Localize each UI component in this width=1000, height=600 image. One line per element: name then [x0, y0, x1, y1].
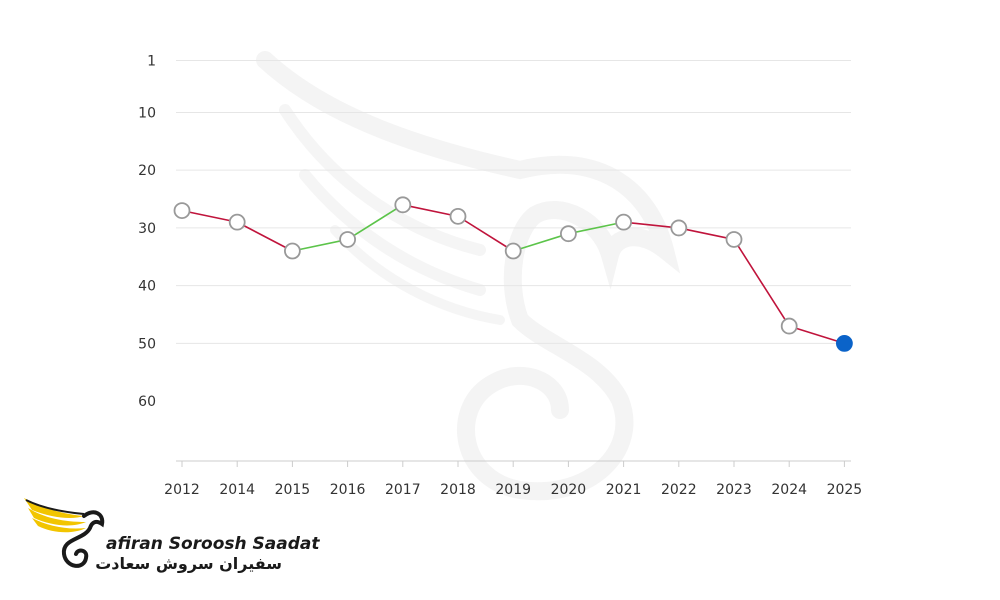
- data-point: [670, 219, 688, 237]
- series-segment: [622, 221, 680, 229]
- x-tick-label: 2021: [606, 482, 642, 498]
- company-logo: afiran Soroosh Saadat سفیران سروش سعادت: [22, 494, 320, 580]
- data-point: [228, 213, 246, 231]
- series-line: [181, 204, 846, 345]
- logo-name-english: afiran Soroosh Saadat: [106, 534, 320, 554]
- data-point: [780, 317, 798, 335]
- data-point: [173, 202, 191, 219]
- x-tick-label: 2022: [661, 482, 697, 498]
- data-point: [504, 242, 522, 260]
- x-tick-label: 2020: [551, 482, 587, 498]
- series-segment: [677, 227, 735, 241]
- series-segment: [457, 215, 515, 252]
- current-data-point: [836, 334, 853, 352]
- y-axis-tick-labels: 1 10 20 30 40 50 60: [138, 53, 156, 410]
- series-segment: [788, 325, 846, 345]
- series-segment: [236, 221, 294, 252]
- data-point: [339, 231, 357, 248]
- data-point: [394, 196, 412, 214]
- series-segment: [512, 232, 570, 252]
- y-tick-label: 40: [138, 279, 156, 295]
- y-tick-label: 30: [138, 221, 156, 237]
- y-tick-label: 60: [138, 394, 156, 410]
- y-tick-label: 10: [138, 105, 156, 121]
- x-tick-label: 2015: [275, 482, 311, 498]
- x-tick-label: 2014: [219, 482, 255, 498]
- series-segment: [291, 238, 349, 252]
- x-axis: [176, 460, 851, 467]
- x-tick-label: 2019: [495, 482, 531, 498]
- x-tick-label: 2023: [716, 482, 752, 498]
- series-segment: [567, 221, 625, 235]
- logo-name-persian: سفیران سروش سعادت: [95, 554, 282, 573]
- x-tick-label: 2018: [440, 482, 476, 498]
- y-tick-label: 1: [147, 53, 156, 69]
- data-point: [725, 231, 743, 248]
- data-point: [560, 225, 577, 243]
- data-point: [615, 213, 632, 231]
- y-tick-label: 20: [138, 163, 156, 179]
- y-tick-label: 50: [138, 336, 156, 352]
- x-tick-label: 2025: [827, 482, 863, 498]
- grid: [176, 59, 851, 344]
- data-point: [449, 207, 467, 225]
- data-point: [283, 242, 301, 260]
- series-segment: [346, 204, 404, 241]
- x-tick-label: 2024: [771, 482, 807, 498]
- x-tick-label: 2012: [164, 482, 200, 498]
- series-segment: [401, 204, 459, 218]
- swan-wings-icon: [24, 498, 105, 568]
- watermark-swan-icon: [256, 51, 681, 501]
- x-tick-label: 2017: [385, 482, 421, 498]
- x-axis-tick-labels: 2012 2014 2015 2016 2017 2018 2019 2020 2021 2022…: [164, 482, 862, 498]
- series-points: [173, 196, 853, 352]
- x-tick-label: 2016: [330, 482, 366, 498]
- series-segment: [181, 209, 238, 223]
- series-segment: [733, 238, 791, 327]
